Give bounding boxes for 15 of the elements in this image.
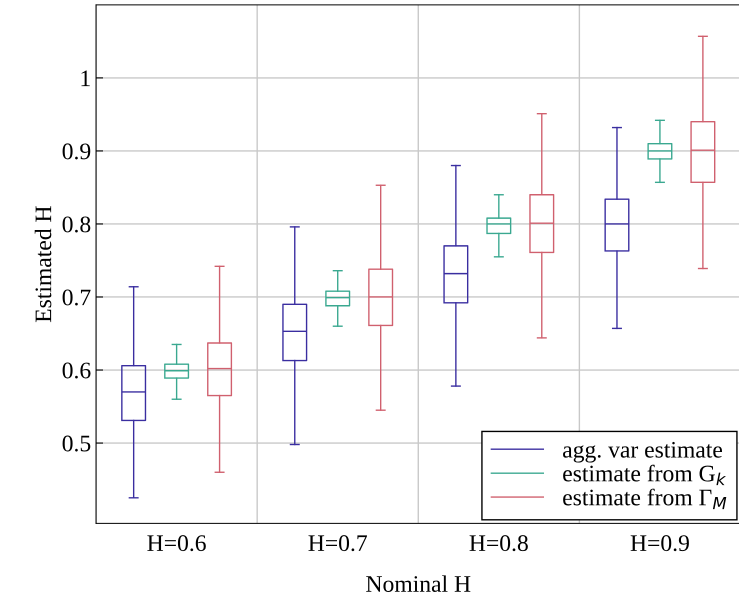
y-tick-label: 0.8 [62, 216, 90, 232]
y-tick-label: 0.7 [62, 289, 91, 306]
y-axis-title: Estimated H [34, 206, 52, 322]
x-tick-label: H=0.8 [470, 535, 528, 552]
x-axis-title: Nominal H [366, 575, 470, 592]
y-tick-label: 0.5 [62, 436, 90, 452]
x-tick-label: H=0.7 [308, 535, 367, 552]
y-tick-label: 0.9 [62, 143, 90, 160]
y-tick-label: 1 [81, 70, 90, 86]
legend-label: agg. var estimate [563, 442, 722, 463]
x-tick-label: H=0.6 [147, 535, 206, 552]
y-tick-label: 0.6 [62, 362, 91, 379]
x-tick-label: H=0.9 [630, 535, 689, 552]
legend-label: estimate from G$_{k}$ [563, 464, 726, 486]
legend-label: estimate from Γ$_{M}$ [563, 488, 726, 510]
